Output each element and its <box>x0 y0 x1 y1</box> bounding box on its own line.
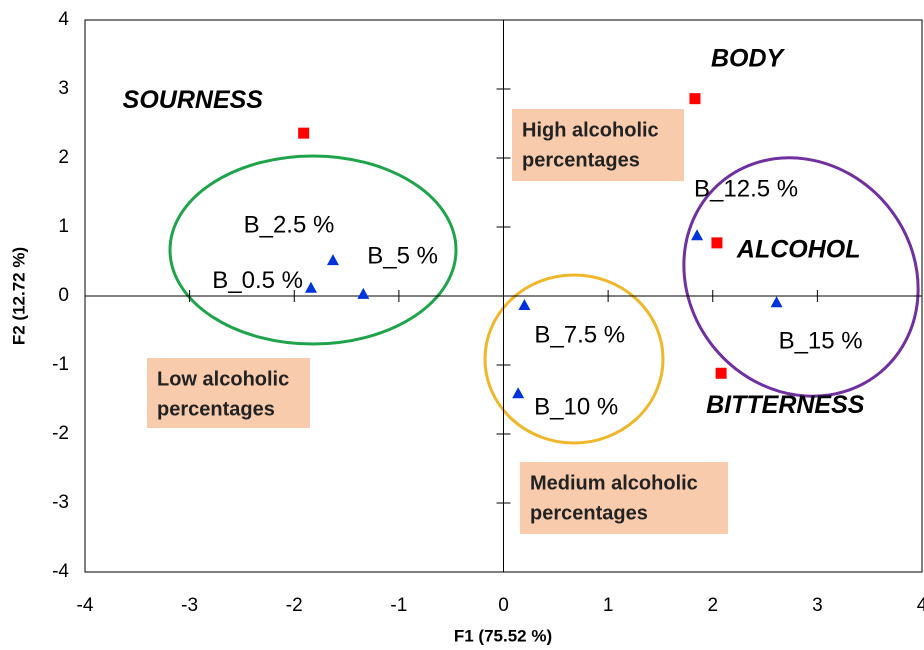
group-ellipse <box>483 273 665 445</box>
group-ellipse <box>168 154 458 346</box>
y-tick-label: 2 <box>58 147 69 168</box>
point-label: BODY <box>711 44 786 72</box>
point <box>715 367 727 379</box>
point-label: B_12.5 % <box>694 176 798 203</box>
x-tick-label: -3 <box>181 595 198 616</box>
annotation-text: percentages <box>157 398 275 420</box>
point-label: B_5 % <box>367 242 438 269</box>
point <box>326 254 339 266</box>
x-axis-title: F1 (75.52 %) <box>454 626 552 645</box>
point <box>691 229 704 241</box>
annotation-box <box>520 462 728 534</box>
annotation-box <box>147 358 310 428</box>
point-label: B_10 % <box>534 394 618 421</box>
point-label: SOURNESS <box>123 86 264 114</box>
x-tick-label: 2 <box>707 595 718 616</box>
x-tick-label: -2 <box>286 595 303 616</box>
annotation-text: percentages <box>522 149 640 171</box>
point-label: B_2.5 % <box>244 211 335 238</box>
y-tick-label: 3 <box>58 78 69 99</box>
point <box>711 237 723 249</box>
point <box>298 127 310 139</box>
annotation-text: Medium alcoholic <box>530 472 698 494</box>
point-label: B_0.5 % <box>212 267 303 294</box>
annotation-text: percentages <box>530 502 648 524</box>
x-tick-label: 4 <box>917 595 924 616</box>
point <box>512 387 525 399</box>
y-tick-label: 1 <box>58 216 69 237</box>
x-tick-label: 3 <box>812 595 823 616</box>
x-tick-label: -1 <box>390 595 407 616</box>
point <box>304 281 317 293</box>
x-tick-label: 0 <box>498 595 509 616</box>
point-label: B_15 % <box>779 328 863 355</box>
y-tick-label: 0 <box>58 285 69 306</box>
point <box>518 298 531 310</box>
x-tick-label: -4 <box>77 595 94 616</box>
y-tick-label: -1 <box>52 354 69 375</box>
y-tick-label: -2 <box>52 423 69 444</box>
point <box>770 296 783 308</box>
point-label: BITTERNESS <box>706 391 865 419</box>
y-tick-label: 4 <box>58 9 69 30</box>
point <box>357 287 370 299</box>
x-tick-label: 1 <box>603 595 614 616</box>
annotation-box <box>512 109 684 181</box>
point <box>689 93 701 105</box>
point-label: B_7.5 % <box>534 321 625 348</box>
y-axis-title: F2 (12.72 %) <box>9 247 28 345</box>
group-ellipse <box>682 156 920 398</box>
annotation-text: Low alcoholic <box>157 368 289 390</box>
y-tick-label: -3 <box>52 492 69 513</box>
annotation-text: High alcoholic <box>522 119 659 141</box>
y-tick-label: -4 <box>52 561 69 582</box>
point-label: ALCOHOL <box>736 235 861 263</box>
